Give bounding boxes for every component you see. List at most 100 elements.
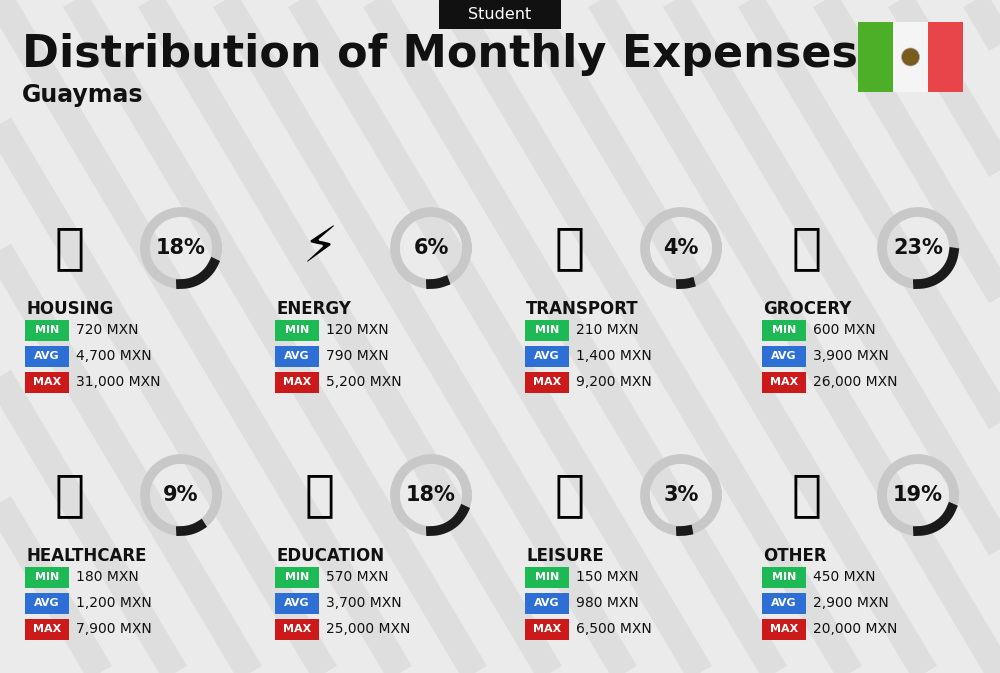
Text: AVG: AVG	[534, 598, 560, 608]
FancyBboxPatch shape	[525, 592, 569, 614]
Text: MAX: MAX	[770, 377, 798, 387]
Text: 180 MXN: 180 MXN	[76, 570, 139, 584]
Text: Guaymas: Guaymas	[22, 83, 144, 107]
Text: MIN: MIN	[285, 325, 309, 335]
Text: MIN: MIN	[535, 325, 559, 335]
Text: 980 MXN: 980 MXN	[576, 596, 639, 610]
Text: MAX: MAX	[533, 377, 561, 387]
Circle shape	[902, 48, 920, 66]
Text: 790 MXN: 790 MXN	[326, 349, 389, 363]
FancyBboxPatch shape	[25, 345, 69, 367]
Text: 18%: 18%	[156, 238, 206, 258]
Text: 🏥: 🏥	[55, 471, 85, 519]
FancyBboxPatch shape	[525, 320, 569, 341]
Text: Distribution of Monthly Expenses: Distribution of Monthly Expenses	[22, 34, 858, 77]
Text: 31,000 MXN: 31,000 MXN	[76, 375, 160, 389]
Text: 19%: 19%	[893, 485, 943, 505]
Text: HOUSING: HOUSING	[26, 300, 113, 318]
Text: 6%: 6%	[413, 238, 449, 258]
Text: 4,700 MXN: 4,700 MXN	[76, 349, 152, 363]
Text: AVG: AVG	[34, 598, 60, 608]
Text: MIN: MIN	[285, 572, 309, 582]
Text: HEALTHCARE: HEALTHCARE	[26, 547, 146, 565]
Text: AVG: AVG	[771, 598, 797, 608]
FancyBboxPatch shape	[762, 320, 806, 341]
Text: 9,200 MXN: 9,200 MXN	[576, 375, 652, 389]
Text: 4%: 4%	[663, 238, 699, 258]
Text: 7,900 MXN: 7,900 MXN	[76, 622, 152, 636]
Text: 1,400 MXN: 1,400 MXN	[576, 349, 652, 363]
Text: 6,500 MXN: 6,500 MXN	[576, 622, 652, 636]
Text: MIN: MIN	[772, 325, 796, 335]
Text: MIN: MIN	[772, 572, 796, 582]
Text: 🛍️: 🛍️	[555, 471, 585, 519]
Text: MIN: MIN	[35, 572, 59, 582]
Text: 600 MXN: 600 MXN	[813, 323, 876, 337]
Text: 120 MXN: 120 MXN	[326, 323, 389, 337]
FancyBboxPatch shape	[25, 592, 69, 614]
Text: 5,200 MXN: 5,200 MXN	[326, 375, 402, 389]
Text: 🛒: 🛒	[792, 224, 822, 272]
Text: AVG: AVG	[34, 351, 60, 361]
Text: 26,000 MXN: 26,000 MXN	[813, 375, 898, 389]
Text: 18%: 18%	[406, 485, 456, 505]
FancyBboxPatch shape	[275, 371, 319, 392]
FancyBboxPatch shape	[762, 592, 806, 614]
FancyBboxPatch shape	[25, 567, 69, 588]
Text: 25,000 MXN: 25,000 MXN	[326, 622, 410, 636]
FancyBboxPatch shape	[25, 618, 69, 639]
Text: MAX: MAX	[283, 377, 311, 387]
Text: 3%: 3%	[663, 485, 699, 505]
Text: 210 MXN: 210 MXN	[576, 323, 639, 337]
Text: 3,700 MXN: 3,700 MXN	[326, 596, 402, 610]
FancyBboxPatch shape	[275, 592, 319, 614]
Text: 9%: 9%	[163, 485, 199, 505]
Text: AVG: AVG	[284, 598, 310, 608]
Text: 🏢: 🏢	[55, 224, 85, 272]
FancyBboxPatch shape	[25, 320, 69, 341]
Text: AVG: AVG	[284, 351, 310, 361]
Text: ⚡: ⚡	[302, 224, 338, 272]
Text: 150 MXN: 150 MXN	[576, 570, 639, 584]
Text: Student: Student	[468, 7, 532, 22]
FancyBboxPatch shape	[525, 567, 569, 588]
FancyBboxPatch shape	[525, 618, 569, 639]
FancyBboxPatch shape	[439, 0, 561, 29]
Text: GROCERY: GROCERY	[763, 300, 851, 318]
FancyBboxPatch shape	[928, 22, 963, 92]
FancyBboxPatch shape	[858, 22, 893, 92]
Text: LEISURE: LEISURE	[526, 547, 604, 565]
Text: 450 MXN: 450 MXN	[813, 570, 876, 584]
Text: 23%: 23%	[893, 238, 943, 258]
Text: 20,000 MXN: 20,000 MXN	[813, 622, 897, 636]
FancyBboxPatch shape	[762, 567, 806, 588]
Text: TRANSPORT: TRANSPORT	[526, 300, 639, 318]
Text: 2,900 MXN: 2,900 MXN	[813, 596, 889, 610]
FancyBboxPatch shape	[275, 320, 319, 341]
FancyBboxPatch shape	[275, 345, 319, 367]
Text: ENERGY: ENERGY	[276, 300, 351, 318]
FancyBboxPatch shape	[525, 345, 569, 367]
Text: 570 MXN: 570 MXN	[326, 570, 388, 584]
FancyBboxPatch shape	[275, 618, 319, 639]
Text: MAX: MAX	[770, 624, 798, 634]
Text: EDUCATION: EDUCATION	[276, 547, 384, 565]
FancyBboxPatch shape	[762, 371, 806, 392]
Text: 👜: 👜	[792, 471, 822, 519]
FancyBboxPatch shape	[25, 371, 69, 392]
Text: MIN: MIN	[535, 572, 559, 582]
Text: 720 MXN: 720 MXN	[76, 323, 138, 337]
Text: MAX: MAX	[283, 624, 311, 634]
FancyBboxPatch shape	[762, 618, 806, 639]
Text: AVG: AVG	[771, 351, 797, 361]
Text: 🎓: 🎓	[305, 471, 335, 519]
Text: MAX: MAX	[33, 624, 61, 634]
Text: AVG: AVG	[534, 351, 560, 361]
FancyBboxPatch shape	[762, 345, 806, 367]
Text: MAX: MAX	[33, 377, 61, 387]
Text: 1,200 MXN: 1,200 MXN	[76, 596, 152, 610]
Text: MIN: MIN	[35, 325, 59, 335]
FancyBboxPatch shape	[893, 22, 928, 92]
FancyBboxPatch shape	[275, 567, 319, 588]
FancyBboxPatch shape	[525, 371, 569, 392]
